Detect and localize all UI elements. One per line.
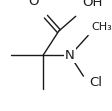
Text: N: N (65, 49, 74, 62)
Text: CH₃: CH₃ (91, 22, 111, 32)
Text: OH: OH (82, 0, 102, 9)
Text: O: O (28, 0, 38, 8)
Text: Cl: Cl (88, 76, 101, 89)
